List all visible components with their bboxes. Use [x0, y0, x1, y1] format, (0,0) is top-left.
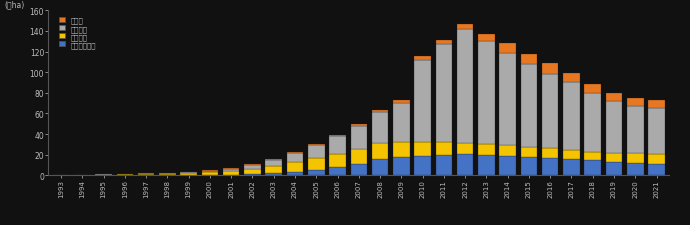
Bar	[223, 172, 239, 176]
Bar	[606, 162, 622, 176]
Bar	[584, 84, 601, 93]
Bar	[393, 104, 410, 143]
Bar	[266, 160, 282, 166]
Bar	[606, 102, 622, 153]
Bar	[308, 145, 324, 159]
Bar	[117, 175, 133, 176]
Bar	[266, 173, 282, 176]
Bar	[563, 73, 580, 83]
Bar	[372, 112, 388, 143]
Bar	[500, 156, 516, 176]
Bar	[606, 153, 622, 162]
Bar	[351, 127, 367, 149]
Bar	[627, 163, 644, 176]
Bar	[95, 175, 112, 176]
Bar	[138, 174, 155, 176]
Bar	[521, 55, 538, 65]
Bar	[351, 164, 367, 176]
Bar	[435, 143, 452, 155]
Bar	[414, 57, 431, 61]
Bar	[159, 174, 176, 176]
Bar	[329, 167, 346, 176]
Bar	[542, 75, 558, 149]
Bar	[287, 163, 304, 172]
Bar	[521, 157, 538, 176]
Bar	[308, 159, 324, 170]
Bar	[542, 64, 558, 75]
Bar	[648, 154, 665, 164]
Bar	[244, 164, 261, 165]
Bar	[648, 101, 665, 109]
Bar	[117, 174, 133, 175]
Bar	[393, 101, 410, 104]
Bar	[435, 45, 452, 143]
Bar	[457, 143, 473, 154]
Bar	[414, 143, 431, 156]
Bar	[351, 125, 367, 127]
Bar	[180, 172, 197, 173]
Bar	[500, 44, 516, 53]
Bar	[584, 152, 601, 161]
Bar	[542, 149, 558, 158]
Bar	[329, 154, 346, 167]
Bar	[500, 53, 516, 146]
Y-axis label: (千ha): (千ha)	[4, 1, 24, 10]
Bar	[606, 93, 622, 102]
Bar	[478, 144, 495, 155]
Bar	[201, 173, 218, 176]
Bar	[180, 173, 197, 176]
Bar	[244, 169, 261, 174]
Bar	[393, 143, 410, 157]
Bar	[521, 65, 538, 147]
Bar	[542, 158, 558, 176]
Bar	[329, 135, 346, 137]
Bar	[372, 143, 388, 159]
Bar	[648, 164, 665, 176]
Bar	[648, 109, 665, 154]
Bar	[308, 144, 324, 145]
Bar	[414, 61, 431, 143]
Bar	[287, 152, 304, 153]
Bar	[627, 99, 644, 106]
Bar	[329, 137, 346, 154]
Bar	[414, 156, 431, 176]
Bar	[584, 161, 601, 176]
Bar	[478, 34, 495, 42]
Bar	[223, 169, 239, 172]
Bar	[627, 106, 644, 153]
Bar	[201, 171, 218, 173]
Bar	[159, 173, 176, 174]
Bar	[478, 155, 495, 176]
Bar	[457, 30, 473, 143]
Bar	[563, 159, 580, 176]
Bar	[244, 165, 261, 169]
Bar	[500, 146, 516, 156]
Bar	[457, 154, 473, 176]
Bar	[372, 159, 388, 176]
Bar	[521, 147, 538, 157]
Legend: その他, 湛水直播, 乾田直播, 湛水土中直播: その他, 湛水直播, 乾田直播, 湛水土中直播	[58, 16, 97, 50]
Bar	[244, 174, 261, 176]
Bar	[266, 166, 282, 173]
Bar	[287, 172, 304, 176]
Bar	[393, 157, 410, 176]
Bar	[627, 153, 644, 163]
Bar	[372, 110, 388, 112]
Bar	[308, 170, 324, 176]
Bar	[457, 25, 473, 30]
Bar	[478, 42, 495, 144]
Bar	[435, 40, 452, 45]
Bar	[287, 153, 304, 163]
Bar	[351, 149, 367, 164]
Bar	[563, 150, 580, 159]
Bar	[74, 175, 90, 176]
Bar	[563, 83, 580, 150]
Bar	[435, 155, 452, 176]
Bar	[584, 93, 601, 152]
Bar	[266, 159, 282, 160]
